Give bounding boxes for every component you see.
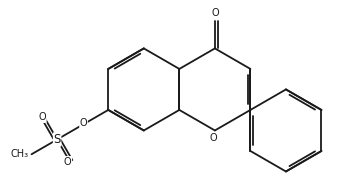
Text: O: O <box>211 8 219 18</box>
Text: O: O <box>80 118 87 128</box>
Text: O: O <box>64 156 72 166</box>
Text: CH₃: CH₃ <box>10 149 28 159</box>
Text: O: O <box>38 113 46 122</box>
Text: S: S <box>53 133 61 146</box>
Text: O: O <box>209 133 217 143</box>
